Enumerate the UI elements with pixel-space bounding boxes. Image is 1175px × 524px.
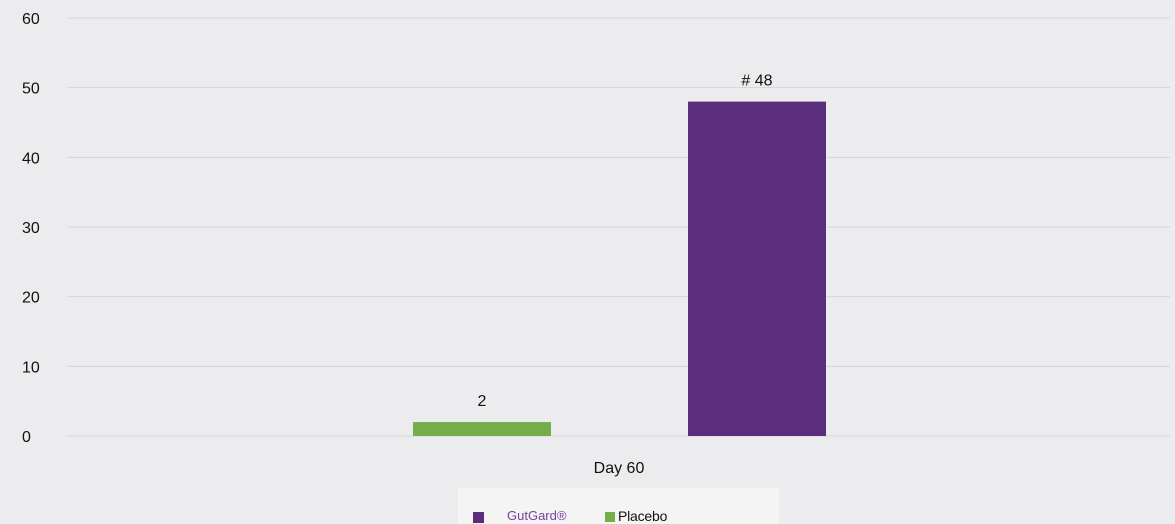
legend-label-placebo: Placebo <box>618 508 668 524</box>
y-tick-label-6: 60 <box>22 11 40 28</box>
data-label-placebo: 2 <box>478 393 487 410</box>
y-tick-label-2: 20 <box>22 290 40 307</box>
legend: GutGard® Placebo <box>458 488 779 524</box>
data-label-gutgard: # 48 <box>741 73 772 90</box>
legend-label-gutgard: GutGard® <box>507 508 567 523</box>
x-tick-label-day-60: Day 60 <box>594 460 645 477</box>
y-tick-label-1: 10 <box>22 359 40 376</box>
gridlines <box>67 17 1170 437</box>
bar-gutgard <box>688 101 826 436</box>
bar-placebo <box>413 422 551 436</box>
y-tick-label-0: 0 <box>22 429 31 446</box>
y-tick-label-3: 30 <box>22 220 40 237</box>
y-tick-label-4: 40 <box>22 150 40 167</box>
axes: 0 10 20 30 40 50 60 Day 60 <box>22 11 644 477</box>
data-labels: 2 # 48 <box>478 73 773 410</box>
legend-swatch-gutgard <box>473 512 484 523</box>
legend-swatch-placebo <box>605 512 615 522</box>
bars <box>413 101 826 436</box>
y-tick-label-5: 50 <box>22 81 40 98</box>
